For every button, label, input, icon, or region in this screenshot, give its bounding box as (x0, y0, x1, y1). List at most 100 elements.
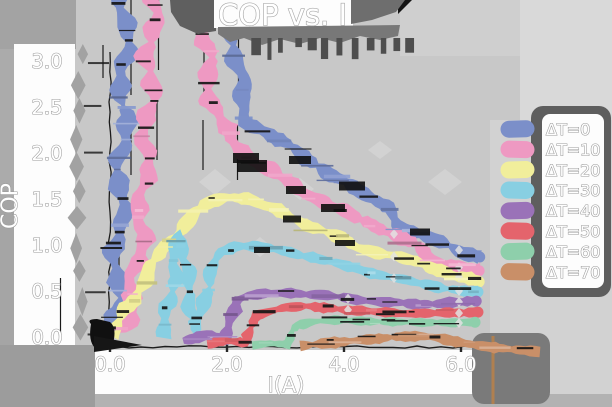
glitch-dash (441, 302, 476, 305)
glitch-dash (223, 313, 238, 316)
glitch-dash (180, 263, 192, 266)
glitch-dash (457, 254, 476, 258)
legend-swatch-dt40 (500, 201, 535, 220)
glitch-dash (222, 131, 240, 135)
glitch-dash (131, 215, 145, 219)
glitch-dash (382, 301, 398, 303)
glitch-dash (328, 262, 361, 265)
ribbon-gap-diamond (390, 273, 398, 284)
background-patch-topright (400, 0, 520, 56)
glitch-dash (424, 287, 440, 290)
legend-labels: ΔT=0 ΔT=10 ΔT=20 ΔT=30 ΔT=40 ΔT=50 ΔT=60… (545, 119, 601, 282)
glitch-dash (391, 333, 419, 336)
glitch-dash (479, 346, 511, 349)
ribbon-cap-t50 (472, 306, 484, 318)
title-shadow-bump (267, 38, 272, 60)
glitch-dash (110, 223, 129, 227)
glitch-dash (108, 289, 127, 292)
ytick-3.0: 3.0 (31, 50, 62, 73)
glitch-dash (395, 276, 412, 280)
glitch-dash (408, 310, 415, 313)
glitch-dash (100, 247, 123, 249)
glitch-dash (136, 281, 158, 285)
legend-panel (542, 114, 604, 288)
glitch-dash (258, 342, 273, 344)
glitch-dash (234, 296, 262, 300)
glitch-dash (111, 2, 126, 5)
ytick-0.5: 0.5 (31, 280, 62, 303)
ytick-2.5: 2.5 (31, 96, 62, 119)
glitch-dash (183, 338, 213, 341)
glitch-dash (387, 241, 422, 245)
glitch-dash (444, 277, 478, 281)
glitch-dash (322, 304, 334, 308)
glitch-dash (246, 324, 260, 327)
glitch-dash (435, 309, 454, 311)
legend-label-dt60: ΔT=60 (546, 242, 600, 261)
glitch-dash (120, 138, 132, 141)
glitch-dash (419, 259, 445, 262)
grid-ghost (199, 169, 231, 195)
title-shadow-bump (295, 38, 302, 48)
glitch-dash (114, 327, 128, 331)
glitch-dash (284, 148, 312, 150)
spine-ghost-bead (70, 71, 86, 100)
glitch-dash (355, 254, 389, 256)
yaxis-label-panel (14, 44, 75, 345)
legend-label-dt20: ΔT=20 (546, 161, 600, 180)
glitch-dash (127, 293, 138, 295)
glitch-dash (301, 164, 334, 167)
glitch-dash (369, 322, 381, 325)
title-shadow-left (170, 0, 216, 34)
glitch-dash (129, 299, 141, 303)
glitch-dash (326, 339, 334, 341)
glitch-dash (165, 284, 185, 287)
axis-text: COP vs. I I(A) COP 0.0 2.0 4.0 6.0 3.0 2… (0, 0, 477, 398)
glitch-dash (385, 276, 403, 278)
ytick-labels: 3.0 2.5 2.0 1.5 1.0 0.5 0.0 (31, 49, 63, 349)
ribbon-t40 (182, 287, 477, 346)
glitch-dash (109, 96, 128, 99)
xtick-0: 0.0 (94, 353, 125, 376)
title-shadow-bump (320, 38, 329, 60)
glitch-dash (366, 298, 376, 300)
legend-swatch-dt60 (500, 242, 535, 261)
glitch-dash (386, 320, 408, 322)
title-shadow-bump (393, 38, 401, 52)
xaxis-label-panel (95, 350, 540, 394)
spine-ghost-bead (70, 125, 83, 154)
glitch-dash (191, 316, 203, 320)
origin-glitch (89, 319, 142, 352)
title-band (170, 0, 415, 60)
glitch-dash (144, 182, 154, 185)
glitch-dash (516, 347, 534, 350)
glitch-dash (244, 130, 271, 133)
glitch-dash (116, 310, 130, 313)
ribbon-gap-diamond (390, 229, 398, 240)
origin-wedge (94, 336, 142, 352)
grid-ghost (368, 141, 392, 159)
ribbon-cap-t10 (473, 265, 485, 277)
glitch-dash (189, 323, 200, 325)
glitch-dash (328, 341, 362, 344)
glitch-dash (150, 100, 159, 102)
y-tick-mark (84, 151, 103, 154)
glitch-dash (168, 259, 179, 262)
background-patch-left (0, 49, 14, 200)
legend-label-dt70: ΔT=70 (546, 263, 600, 282)
glitch-dash (267, 173, 293, 177)
glitch-dash (208, 199, 243, 202)
ytick-0.0: 0.0 (31, 326, 62, 349)
glitch-dash (411, 244, 428, 247)
glitch-dash (138, 126, 155, 129)
glitch-dash (119, 29, 136, 32)
xtick-labels: 0.0 2.0 4.0 6.0 (94, 352, 477, 376)
glitch-dash (363, 224, 376, 228)
glitch-dash (409, 323, 426, 325)
ribbon-t10 (106, 0, 481, 339)
glitch-dash (252, 310, 276, 314)
glitch-blotch (286, 186, 306, 194)
glitch-dash (113, 168, 121, 171)
legend-swatch-dt30 (500, 181, 535, 199)
